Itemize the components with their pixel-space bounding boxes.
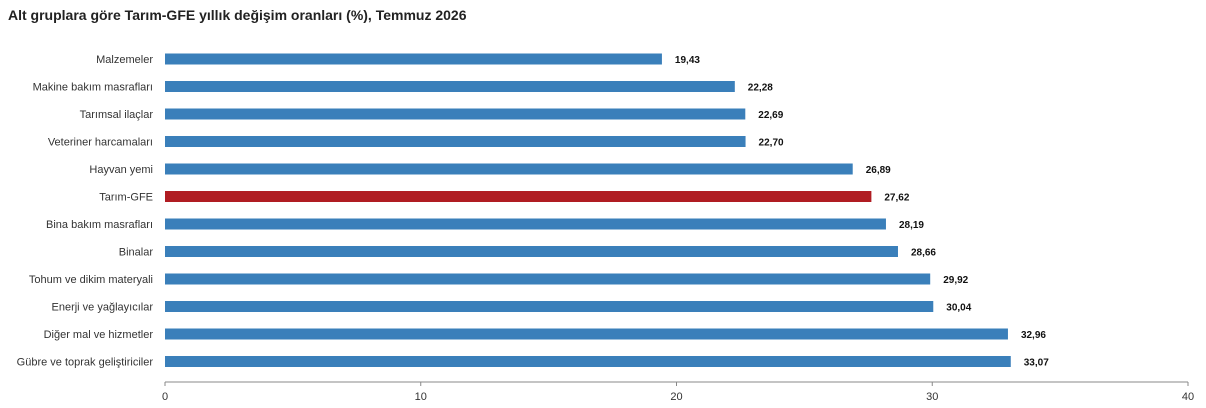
value-label: 33,07 bbox=[1024, 358, 1049, 369]
bar-8 bbox=[165, 246, 898, 257]
x-tick-label: 20 bbox=[670, 391, 682, 403]
bar-12 bbox=[165, 356, 1011, 367]
x-tick-label: 40 bbox=[1182, 391, 1194, 403]
chart-title: Alt gruplara göre Tarım-GFE yıllık değiş… bbox=[8, 7, 467, 23]
category-label: Makine bakım masrafları bbox=[33, 82, 153, 94]
bar-1 bbox=[165, 53, 662, 65]
category-label: Tarımsal ilaçlar bbox=[80, 109, 154, 121]
value-label: 22,70 bbox=[759, 138, 784, 149]
category-label: Enerji ve yağlayıcılar bbox=[52, 302, 154, 314]
bar-2 bbox=[165, 81, 735, 92]
value-label: 32,96 bbox=[1021, 330, 1046, 341]
value-label: 22,28 bbox=[748, 83, 773, 94]
category-label: Bina bakım masrafları bbox=[46, 219, 153, 231]
x-tick-label: 30 bbox=[926, 391, 938, 403]
bar-3 bbox=[165, 108, 746, 120]
bar-7 bbox=[165, 218, 886, 230]
bar-4 bbox=[165, 136, 746, 147]
category-label: Tarım-GFE bbox=[99, 192, 153, 204]
bar-6 bbox=[165, 191, 872, 202]
category-label: Malzemeler bbox=[96, 54, 153, 66]
bar-10 bbox=[165, 301, 934, 312]
category-label: Veteriner harcamaları bbox=[48, 137, 153, 149]
category-label: Binalar bbox=[119, 247, 154, 259]
category-label: Tohum ve dikim materyali bbox=[29, 274, 153, 286]
value-label: 28,66 bbox=[911, 248, 936, 259]
category-label: Gübre ve toprak geliştiriciler bbox=[17, 357, 154, 369]
x-tick-label: 10 bbox=[415, 391, 427, 403]
category-label: Diğer mal ve hizmetler bbox=[44, 329, 154, 341]
value-label: 19,43 bbox=[675, 55, 700, 66]
x-tick-label: 0 bbox=[162, 391, 168, 403]
value-label: 29,92 bbox=[943, 275, 968, 286]
bar-9 bbox=[165, 273, 931, 285]
value-label: 26,89 bbox=[866, 165, 891, 176]
value-label: 30,04 bbox=[946, 303, 971, 314]
value-label: 28,19 bbox=[899, 220, 924, 231]
bar-5 bbox=[165, 163, 853, 175]
value-label: 27,62 bbox=[884, 193, 909, 204]
category-label: Hayvan yemi bbox=[89, 164, 153, 176]
bar-11 bbox=[165, 328, 1008, 340]
value-label: 22,69 bbox=[758, 110, 783, 121]
